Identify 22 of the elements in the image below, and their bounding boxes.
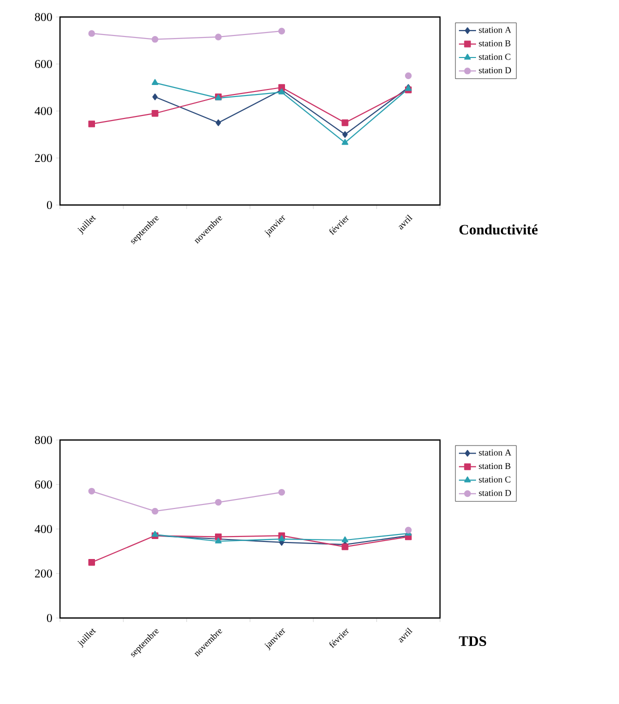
y-tick-label: 600	[34, 60, 52, 68]
legend-label: station D	[478, 67, 511, 74]
legend-label: station C	[478, 54, 510, 60]
legend-label: station B	[478, 40, 510, 46]
y-tick-label: 800	[34, 436, 52, 444]
y-tick-label: 400	[34, 524, 52, 534]
legend-label: station C	[478, 476, 510, 483]
y-tick-label: 200	[35, 569, 52, 578]
legend-label: station D	[478, 490, 511, 496]
legend-label: station A	[478, 26, 512, 33]
x-axis-title: TDS	[458, 636, 486, 646]
y-tick-label: 400	[34, 106, 52, 116]
y-tick-label: 0	[46, 614, 52, 622]
y-tick-label: 200	[35, 154, 52, 162]
y-tick-label: 800	[34, 12, 52, 22]
legend-label: station A	[478, 450, 512, 456]
x-tick-label: avril	[398, 628, 413, 643]
x-tick-label: avril	[398, 214, 413, 230]
y-tick-label: 600	[34, 480, 52, 489]
legend-label: station B	[478, 463, 510, 470]
y-tick-label: 0	[46, 200, 52, 210]
x-axis-title: Conductivité	[459, 224, 538, 235]
